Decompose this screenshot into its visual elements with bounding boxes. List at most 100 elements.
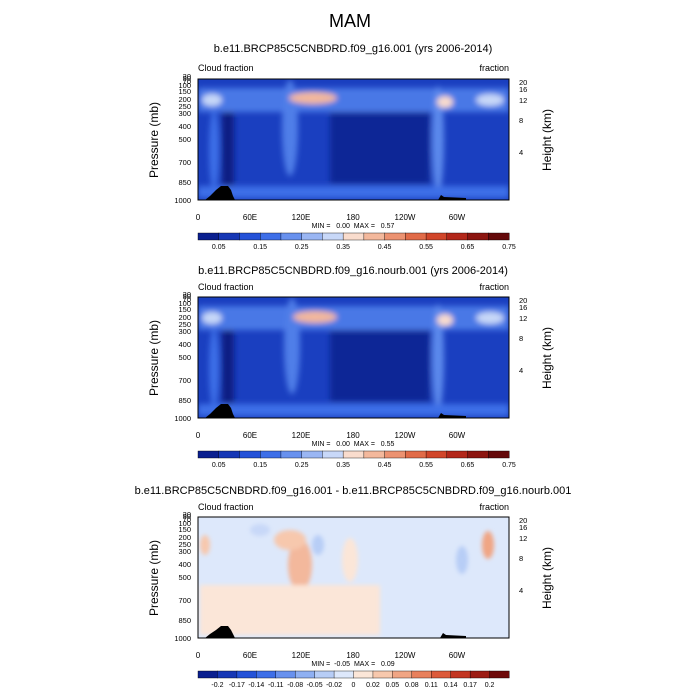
panel-2-frame [197,296,510,419]
x-tick: 120W [395,431,416,440]
colorbar-label: 0.17 [463,682,477,689]
colorbar-label: 0.02 [366,682,380,689]
panel-2-left-label: Cloud fraction [198,282,254,292]
panel-2-colorbar-labels: 0.05 0.15 0.25 0.35 0.45 0.55 0.65 0.75 [212,462,516,469]
field-high-west [202,312,222,324]
y-tick: 70 [183,77,191,86]
y-tick: 700 [178,596,191,605]
panel-3-y-ticks-right: 20 16 12 8 4 [519,516,527,595]
y-tick-right: 16 [519,523,527,532]
colorbar-swatch [342,232,365,241]
y-tick-right: 20 [519,516,527,525]
y-tick: 150 [178,525,191,534]
field-high-east [437,96,453,108]
panel-1-colorbar [197,232,510,241]
colorbar-label: -0.2 [211,682,223,689]
x-tick: 120E [292,431,311,440]
field-boundary-layer [198,186,509,198]
panel-1-right-label: fraction [479,63,509,73]
colorbar-swatch [405,232,427,241]
y-tick: 100 [178,81,191,90]
y-tick: 850 [178,616,191,625]
x-tick: 180 [346,431,360,440]
field-plume-1 [282,80,298,176]
y-tick: 200 [178,533,191,542]
figure-title: MAM [329,11,371,31]
colorbar-swatch [342,450,365,459]
colorbar-swatch [322,232,344,241]
field-plume-3 [209,110,219,190]
colorbar-label: 0.05 [212,462,226,469]
y-tick: 500 [178,353,191,362]
colorbar-swatch [392,670,413,679]
y-tick: 100 [178,299,191,308]
field-high-far-east [476,312,504,324]
panel-2-colorbar [197,450,510,459]
colorbar-swatch [197,450,220,459]
diff-cool-2 [456,546,468,574]
x-tick: 120E [292,213,311,222]
colorbar-label: 0.35 [336,462,350,469]
y-tick: 200 [178,313,191,322]
panel-3-x-ticks: 0 60E 120E 180 120W 60W [196,651,466,660]
panel-1-ylabel: Pressure (mb) [147,102,161,178]
y-tick-right: 4 [519,148,523,157]
colorbar-label: -0.05 [307,682,323,689]
colorbar-label: -0.14 [248,682,264,689]
panel-1-y-ticks: 1000 850 700 500 400 300 250 200 150 100… [174,72,191,205]
y-tick: 300 [178,547,191,556]
panel-1-stats: MIN = 0.00 MAX = 0.57 [312,223,395,230]
colorbar-label: 0.35 [336,244,350,251]
y-tick-right: 20 [519,296,527,305]
panel-3-y-ticks: 1000 850 700 500 400 300 250 200 150 100… [174,510,191,643]
colorbar-swatch [488,450,510,459]
colorbar-label: 0.05 [212,244,226,251]
panel-2-x-ticks: 0 60E 120E 180 120W 60W [196,431,466,440]
colorbar-label: 0.45 [378,244,392,251]
colorbar-swatch [411,670,432,679]
colorbar-swatch [260,450,282,459]
x-tick: 60E [243,213,257,222]
panel-1-ylabel-right: Height (km) [540,109,554,171]
y-tick: 200 [178,95,191,104]
panel-2: b.e11.BRCP85C5CNBDRD.f09_g16.nourb.001 (… [147,265,554,469]
diff-warm-band [200,585,380,635]
y-tick: 700 [178,376,191,385]
field-high-west [202,94,222,106]
x-tick: 120W [395,651,416,660]
x-tick: 60W [449,651,466,660]
field-plume-1 [284,298,300,394]
panel-2-title: b.e11.BRCP85C5CNBDRD.f09_g16.nourb.001 (… [198,265,508,277]
y-tick: 70 [183,515,191,524]
y-tick: 500 [178,135,191,144]
colorbar-label: 0.65 [461,244,475,251]
y-tick: 850 [178,396,191,405]
field-deep-africa [222,96,234,196]
y-tick: 250 [178,540,191,549]
y-tick: 850 [178,178,191,187]
colorbar-swatch [322,450,344,459]
field-light-upper [198,88,509,112]
y-tick: 300 [178,327,191,336]
y-tick: 400 [178,122,191,131]
panel-3-right-label: fraction [479,502,509,512]
y-tick: 500 [178,573,191,582]
colorbar-swatch [301,450,323,459]
y-tick: 70 [183,295,191,304]
colorbar-label: -0.02 [326,682,342,689]
colorbar-swatch [217,670,238,679]
field-deep-band [330,326,430,402]
y-tick: 1000 [174,414,191,423]
colorbar-label: 0.45 [378,462,392,469]
panel-1-topography-africa [205,186,235,200]
colorbar-swatch [372,670,393,679]
panel-1-left-label: Cloud fraction [198,63,254,73]
panel-2-ylabel-right: Height (km) [540,327,554,389]
diff-warm-5 [342,538,358,582]
y-tick: 250 [178,102,191,111]
colorbar-label: 0.15 [253,244,267,251]
field-high-center [289,92,337,104]
colorbar-swatch [488,232,510,241]
panel-1-frame [197,78,510,201]
x-tick: 0 [196,213,201,222]
